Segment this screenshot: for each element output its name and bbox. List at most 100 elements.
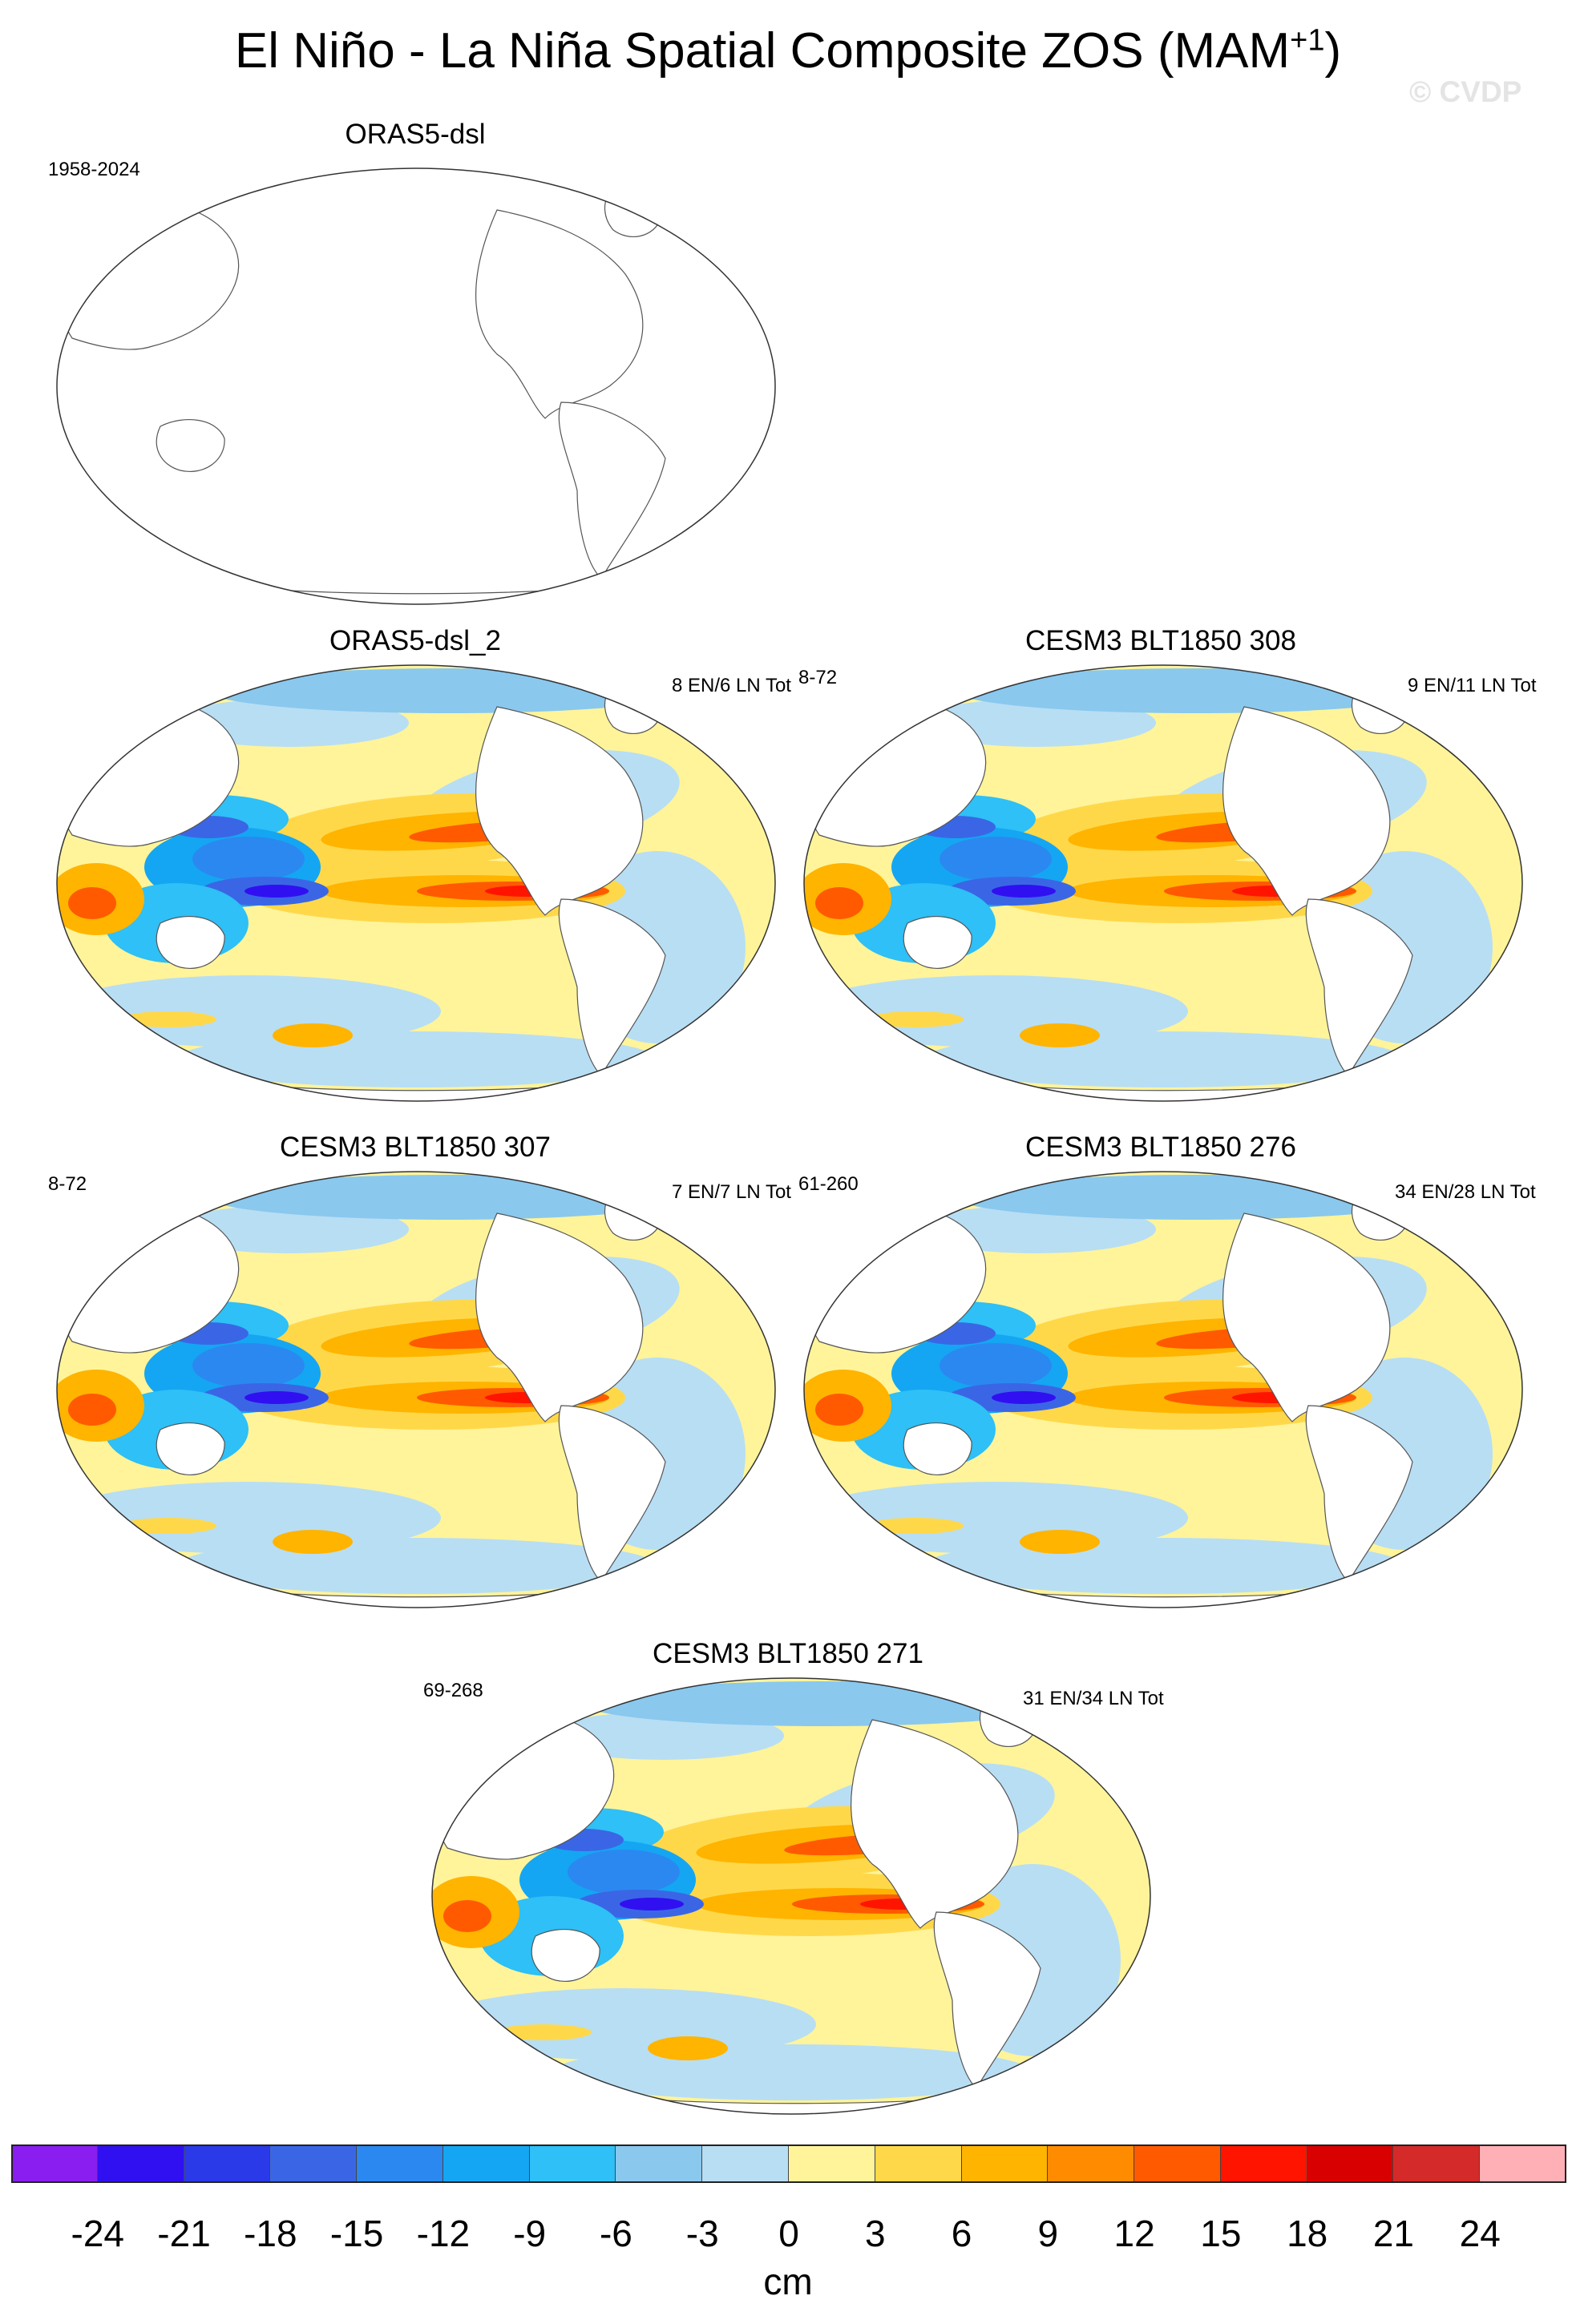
panel-left-label: 69-268: [423, 1680, 483, 1701]
map-field: [57, 665, 775, 1101]
colorbar-segment: [1393, 2144, 1481, 2183]
land-australia: [156, 915, 225, 969]
land-north-america: [851, 1719, 1019, 1929]
colorbar-segment: [1480, 2144, 1566, 2183]
land-greenland: [604, 1196, 662, 1241]
colorbar: [11, 2144, 1566, 2185]
panel-title: CESM3 BLT1850 307: [280, 1132, 551, 1163]
colorbar-tick-label: 9: [1037, 2213, 1059, 2254]
map-outline: [56, 664, 776, 1102]
map-panel-cesm3-308: [803, 664, 1523, 1102]
colorbar-segment: [875, 2144, 962, 2183]
panel-title: ORAS5-dsl: [345, 119, 486, 150]
colorbar-tick-label: 12: [1113, 2213, 1155, 2254]
land-australia: [531, 1928, 600, 1982]
panel-right-label: 31 EN/34 LN Tot: [1023, 1688, 1164, 1709]
panel-title: CESM3 BLT1850 271: [653, 1638, 923, 1669]
colorbar-tick-label: 0: [778, 2213, 799, 2254]
colorbar-segment: [529, 2144, 616, 2183]
land-north-america: [1222, 1212, 1391, 1422]
land-australia: [903, 915, 972, 969]
colorbar-segment: [1220, 2144, 1307, 2183]
panel-right-label: 8 EN/6 LN Tot: [672, 675, 791, 696]
colorbar-segment: [270, 2144, 358, 2183]
land-north-america: [1222, 706, 1391, 916]
map-panel-oras5-dsl-2: [56, 664, 776, 1102]
land-greenland: [980, 1702, 1037, 1747]
panel-title: ORAS5-dsl_2: [329, 625, 501, 656]
panel-left-label: 8-72: [48, 1173, 87, 1195]
colorbar-segment: [702, 2144, 789, 2183]
colorbar-tick-label: -12: [416, 2213, 471, 2254]
map-outline: [56, 1171, 776, 1608]
colorbar-segment: [1307, 2144, 1394, 2183]
colorbar-tick-label: -21: [157, 2213, 211, 2254]
map-field: [804, 665, 1522, 1101]
colorbar-tick-label: -15: [329, 2213, 384, 2254]
colorbar-tick-label: -3: [685, 2213, 719, 2254]
watermark: © CVDP: [1409, 75, 1522, 108]
colorbar-tick-label: 15: [1200, 2213, 1242, 2254]
figure-title-superscript: +1: [1290, 23, 1325, 58]
land-australia: [903, 1422, 972, 1475]
colorbar-segment: [1048, 2144, 1135, 2183]
colorbar-tick-label: 21: [1372, 2213, 1415, 2254]
colorbar-segment: [1134, 2144, 1221, 2183]
land-greenland: [604, 192, 662, 237]
figure-title-close: ): [1324, 23, 1342, 79]
land-north-america: [475, 706, 644, 916]
land-greenland: [1352, 1196, 1409, 1241]
colorbar-segment: [11, 2144, 98, 2183]
panel-right-label: 9 EN/11 LN Tot: [1408, 675, 1537, 696]
colorbar-segment: [961, 2144, 1049, 2183]
panel-right-label: 34 EN/28 LN Tot: [1395, 1181, 1536, 1203]
map-field: [432, 1678, 1150, 2114]
map-panel-oras5-dsl: [56, 167, 776, 605]
land-south-america: [558, 1405, 666, 1583]
panel-left-label: 61-260: [798, 1173, 859, 1195]
map-outline: [56, 167, 776, 605]
colorbar-tick-label: -9: [513, 2213, 547, 2254]
colorbar-units: cm: [763, 2261, 813, 2302]
map-outline: [803, 664, 1523, 1102]
colorbar-segment: [616, 2144, 703, 2183]
colorbar-tick-label: -6: [599, 2213, 632, 2254]
land-south-america: [933, 1911, 1041, 2089]
colorbar-segment: [97, 2144, 184, 2183]
colorbar-tick-label: 24: [1459, 2213, 1501, 2254]
panel-left-label: 1958-2024: [48, 159, 140, 180]
map-outline: [431, 1677, 1151, 2115]
figure-title-text: El Niño - La Niña Spatial Composite ZOS …: [234, 23, 1291, 79]
colorbar-tick-label: -24: [71, 2213, 125, 2254]
land-north-america: [475, 1212, 644, 1422]
colorbar-segment: [442, 2144, 530, 2183]
map-field: [57, 168, 775, 604]
panel-right-label: 7 EN/7 LN Tot: [672, 1181, 791, 1203]
map-outline: [803, 1171, 1523, 1608]
map-panel-cesm3-276: [803, 1171, 1523, 1608]
land-greenland: [604, 689, 662, 734]
land-south-america: [1305, 1405, 1413, 1583]
map-panel-cesm3-307: [56, 1171, 776, 1608]
colorbar-tick-label: -18: [244, 2213, 297, 2254]
panel-title: CESM3 BLT1850 276: [1025, 1132, 1296, 1163]
colorbar-tick-label: 6: [951, 2213, 972, 2254]
land-south-america: [558, 401, 666, 579]
colorbar-segment: [789, 2144, 875, 2183]
land-australia: [156, 1422, 225, 1475]
map-field: [57, 1172, 775, 1608]
panel-left-label: 8-72: [798, 667, 838, 688]
colorbar-segment: [184, 2144, 271, 2183]
land-south-america: [558, 898, 666, 1076]
figure-title: El Niño - La Niña Spatial Composite ZOS …: [0, 22, 1576, 79]
land-south-america: [1305, 898, 1413, 1076]
land-greenland: [1352, 689, 1409, 734]
land-north-america: [475, 209, 644, 419]
colorbar-segment: [357, 2144, 443, 2183]
land-australia: [156, 418, 225, 472]
map-panel-cesm3-271: [431, 1677, 1151, 2115]
map-field: [804, 1172, 1522, 1608]
colorbar-tick-label: 3: [864, 2213, 886, 2254]
colorbar-tick-label: 18: [1287, 2213, 1328, 2254]
panel-title: CESM3 BLT1850 308: [1025, 625, 1296, 656]
